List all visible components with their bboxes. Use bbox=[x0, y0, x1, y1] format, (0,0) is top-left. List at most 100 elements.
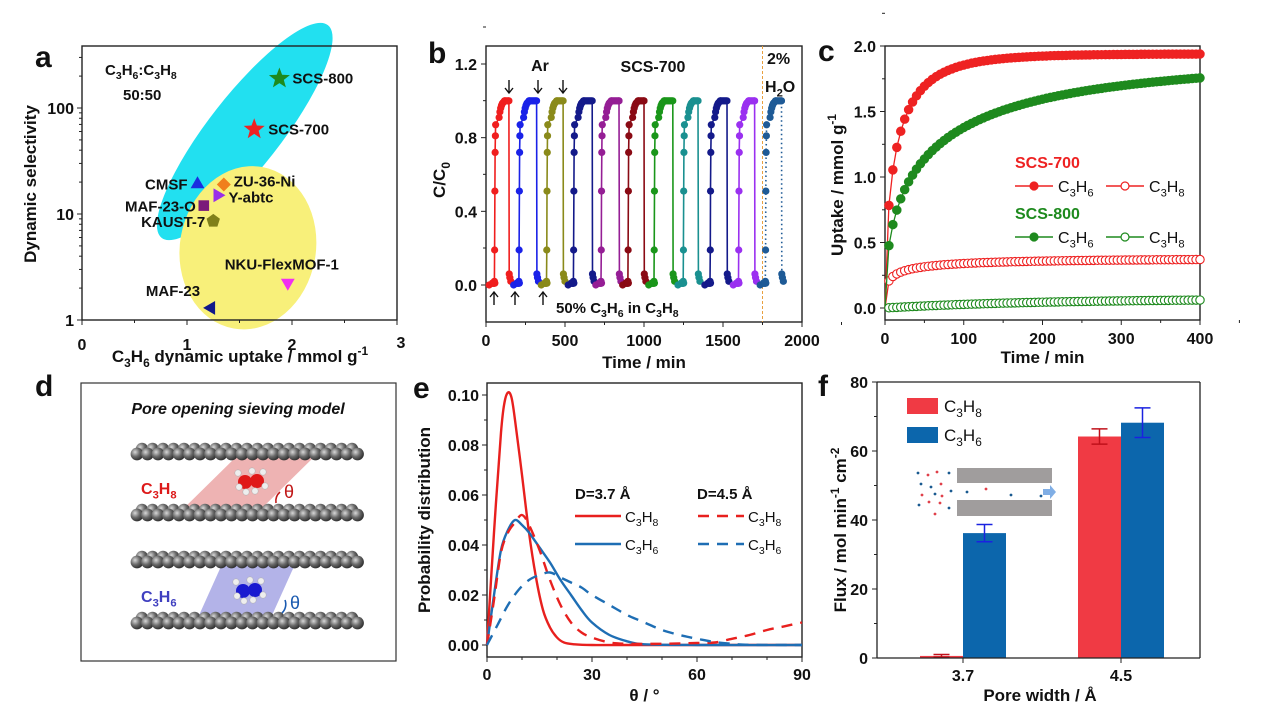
x-tick-label: 3 bbox=[397, 335, 406, 352]
carbon-atom bbox=[256, 616, 270, 630]
carbon-atom bbox=[246, 555, 259, 569]
legend: D=3.7 Å D=4.5 Å C3​H8​ C3​H6​ C3​H8​ C3​H6​ bbox=[575, 486, 782, 557]
carbon-atom bbox=[141, 555, 154, 569]
graphene-sheet-top-2 bbox=[130, 550, 364, 569]
c3h6-molecule-dot bbox=[947, 506, 951, 510]
carbon-atom bbox=[351, 447, 364, 461]
bar-c3h6-4.5 bbox=[1121, 422, 1164, 658]
carbon-atom bbox=[235, 447, 249, 461]
carbon-atom bbox=[277, 616, 291, 630]
carbon-atom bbox=[330, 447, 343, 461]
carbon-atom bbox=[267, 616, 280, 630]
data-point bbox=[615, 97, 623, 105]
carbon-atom bbox=[183, 447, 196, 461]
carbon-atom bbox=[204, 616, 217, 630]
theta-label: θ bbox=[284, 482, 294, 502]
annotation-water-2: H2​O bbox=[765, 79, 795, 99]
legend-marker bbox=[1029, 232, 1039, 242]
carbon-atom bbox=[204, 447, 217, 461]
c3h6-molecule-dot bbox=[929, 485, 933, 489]
ratio-label: 50:50 bbox=[123, 87, 161, 104]
data-point bbox=[903, 104, 914, 115]
marker-maf-23 bbox=[203, 301, 216, 315]
data-point bbox=[570, 246, 578, 254]
data-point bbox=[1195, 295, 1205, 305]
legend-swatch bbox=[907, 427, 938, 443]
data-point bbox=[723, 97, 731, 105]
data-point bbox=[602, 113, 610, 122]
y-axis-label: Uptake / mmol g-1​ bbox=[825, 114, 847, 256]
data-point bbox=[779, 277, 787, 285]
error-bar bbox=[1091, 428, 1108, 445]
c3h6-molecule-dot bbox=[965, 490, 969, 494]
data-point bbox=[543, 148, 551, 156]
pore-wall-bottom bbox=[957, 500, 1052, 516]
data-point bbox=[734, 277, 743, 285]
panel-label-c: c bbox=[818, 35, 835, 68]
hydrogen bbox=[242, 488, 250, 496]
molecule-c3h6 bbox=[232, 576, 267, 605]
carbon-atom bbox=[277, 447, 291, 461]
data-point bbox=[495, 113, 503, 122]
region-mof bbox=[179, 166, 317, 330]
carbon-atom bbox=[351, 616, 364, 630]
carbon-atom bbox=[319, 616, 333, 630]
data-point bbox=[547, 113, 555, 122]
label-c3h8: C3​H8​ bbox=[141, 481, 177, 501]
carbon-atom bbox=[298, 508, 312, 522]
y-tick-label: 1 bbox=[65, 313, 74, 330]
data-point bbox=[696, 277, 704, 285]
cycle-1 bbox=[485, 97, 515, 289]
x-tick-label: 0 bbox=[483, 667, 492, 684]
carbon-atom bbox=[288, 555, 301, 569]
legend-marker bbox=[1120, 181, 1130, 191]
carbon-atom bbox=[298, 616, 312, 630]
carbon-atom bbox=[225, 616, 238, 630]
series-scs-800-c3h8 bbox=[884, 295, 1205, 313]
data-point bbox=[544, 121, 552, 129]
cycle-5 bbox=[592, 97, 625, 289]
data-point bbox=[532, 97, 541, 105]
angle-arc bbox=[275, 491, 281, 504]
data-point bbox=[624, 246, 632, 254]
y-tick-label: 0.04 bbox=[448, 538, 479, 555]
c3h8-molecule-dot bbox=[933, 512, 937, 516]
panel-label-b: b bbox=[428, 37, 446, 70]
carbon-atom bbox=[340, 508, 354, 522]
data-point bbox=[684, 113, 692, 122]
c3h8-molecule-dot bbox=[926, 473, 930, 477]
hydrogen bbox=[240, 597, 248, 605]
panel-label-a: a bbox=[35, 41, 52, 74]
legend-group-title: SCS-700 bbox=[1015, 155, 1080, 172]
y-tick-label: 80 bbox=[850, 375, 868, 392]
data-point bbox=[735, 187, 743, 195]
carbon-atom bbox=[319, 508, 333, 522]
c3h6-molecule-dot bbox=[947, 471, 951, 475]
carbon-atom bbox=[130, 508, 144, 522]
carbon-atom bbox=[235, 616, 249, 630]
carbon-atom bbox=[162, 508, 175, 522]
data-point bbox=[761, 246, 770, 254]
data-point bbox=[762, 187, 770, 195]
carbon-atom bbox=[309, 616, 322, 630]
hydrogen bbox=[261, 482, 269, 490]
panel-b: 0 500 1000 1500 2000 0.0 0.4 0.8 1.2 Time / min C/… bbox=[430, 26, 842, 372]
legend-label: C3​H8​ bbox=[1149, 179, 1185, 199]
carbon-atom bbox=[330, 555, 343, 569]
legend-group-title: SCS-800 bbox=[1015, 206, 1080, 223]
x-axis-label: Time / min bbox=[602, 353, 686, 372]
data-point bbox=[707, 121, 715, 129]
data-point bbox=[735, 246, 743, 254]
data-point bbox=[570, 187, 578, 195]
c3h8-molecule-dot bbox=[984, 487, 988, 491]
carbon bbox=[250, 474, 264, 488]
point-label: KAUST-7 bbox=[141, 214, 205, 231]
c3h6-molecule-dot bbox=[919, 482, 923, 486]
hydrogen bbox=[251, 487, 259, 495]
error-bar bbox=[976, 523, 993, 543]
data-point bbox=[491, 246, 499, 254]
series-scs-700-c3h8 bbox=[884, 254, 1205, 309]
carbon-atom bbox=[172, 447, 186, 461]
x-tick-label: 3.7 bbox=[952, 668, 974, 685]
data-point bbox=[491, 148, 499, 156]
